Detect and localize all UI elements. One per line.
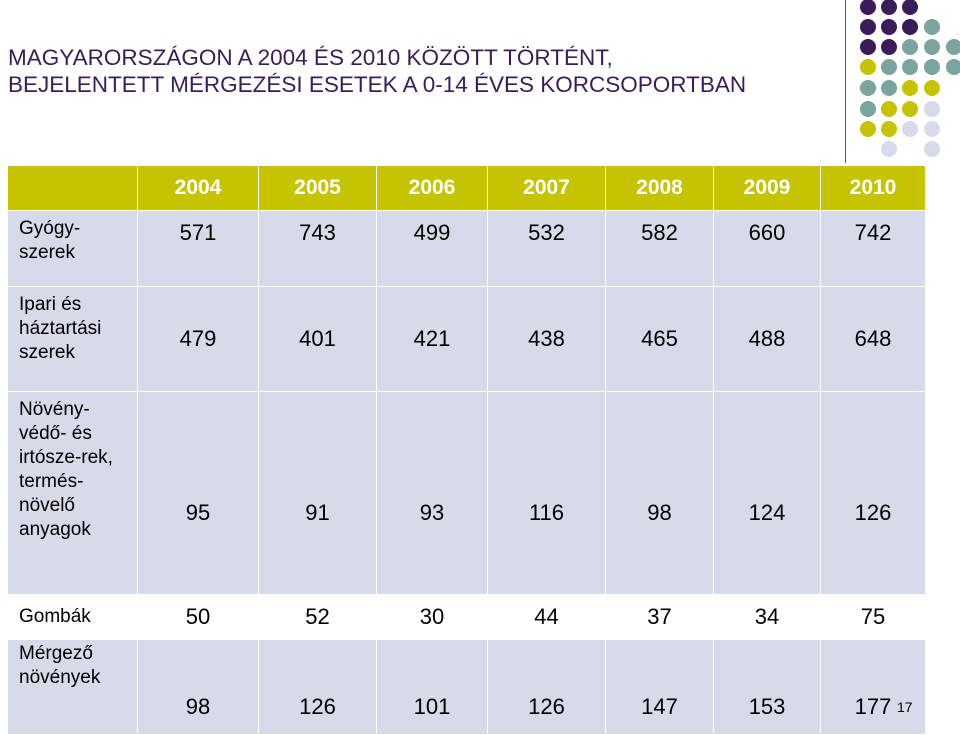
table-row: Mérgező növények 98 126 101 126 147 153 1…: [8, 640, 926, 735]
decorative-dot: [881, 80, 897, 96]
table-cell: 488: [714, 287, 821, 392]
table-cell: 52: [259, 595, 377, 640]
table-cell: 30: [377, 595, 488, 640]
decorative-dot: [924, 59, 940, 75]
table-cell: 421: [377, 287, 488, 392]
decorative-dot: [946, 59, 960, 75]
table-cell: 34: [714, 595, 821, 640]
header-year: 2005: [259, 166, 377, 211]
decorative-dot: [902, 101, 918, 117]
table-cell: 147: [606, 640, 714, 735]
table-cell: 126: [821, 392, 926, 595]
table-row: Gyógy-szerek 571 743 499 532 582 660 742: [8, 211, 926, 287]
table-cell: 571: [138, 211, 259, 287]
decorative-dot: [881, 121, 897, 137]
table-cell: 742: [821, 211, 926, 287]
header-year: 2008: [606, 166, 714, 211]
decorative-dot: [924, 80, 940, 96]
decorative-dot: [860, 121, 876, 137]
decorative-dot: [902, 19, 918, 35]
header-year: 2006: [377, 166, 488, 211]
table-cell: 37: [606, 595, 714, 640]
row-label: Gyógy-szerek: [8, 211, 138, 287]
header-year: 2004: [138, 166, 259, 211]
decorative-dot: [924, 121, 940, 137]
table-cell: 98: [138, 640, 259, 735]
header-year: 2010: [821, 166, 926, 211]
decorative-dot: [860, 59, 876, 75]
decorative-dot: [860, 101, 876, 117]
table-cell: 124: [714, 392, 821, 595]
decorative-dot: [902, 39, 918, 55]
slide-title-line-1: MAGYARORSZÁGON A 2004 ÉS 2010 KÖZÖTT TÖR…: [8, 45, 613, 70]
page-number: 17: [897, 699, 913, 715]
decorative-dot: [881, 0, 897, 15]
table-header-row: 2004 2005 2006 2007 2008 2009 2010: [8, 166, 926, 211]
slide-title: MAGYARORSZÁGON A 2004 ÉS 2010 KÖZÖTT TÖR…: [8, 44, 828, 98]
decorative-dot: [924, 141, 940, 157]
decorative-dot: [902, 80, 918, 96]
poisoning-cases-table: 2004 2005 2006 2007 2008 2009 2010 Gyógy…: [8, 166, 926, 735]
table-cell: 499: [377, 211, 488, 287]
slide-title-line-2: BEJELENTETT MÉRGEZÉSI ESETEK A 0-14 ÉVES…: [8, 72, 747, 97]
table-row: Növény-védő- és irtósze-rek, termés-növelő…: [8, 392, 926, 595]
table-cell: 582: [606, 211, 714, 287]
table-cell: 93: [377, 392, 488, 595]
decorative-dot: [860, 80, 876, 96]
table-cell: 95: [138, 392, 259, 595]
table-cell: 743: [259, 211, 377, 287]
header-year: 2007: [488, 166, 606, 211]
table-cell: 660: [714, 211, 821, 287]
table-cell: 479: [138, 287, 259, 392]
table-cell: 465: [606, 287, 714, 392]
table-cell: 50: [138, 595, 259, 640]
table-cell: 98: [606, 392, 714, 595]
decorative-dot: [946, 39, 960, 55]
table-cell: 648: [821, 287, 926, 392]
table-cell: 532: [488, 211, 606, 287]
decorative-dot: [902, 0, 918, 15]
row-label: Gombák: [8, 595, 138, 640]
table-row: Gombák 50 52 30 44 37 34 75: [8, 595, 926, 640]
decorative-dot: [881, 141, 897, 157]
decorative-dot: [902, 121, 918, 137]
table-cell: 126: [259, 640, 377, 735]
table-cell: 438: [488, 287, 606, 392]
decorative-vertical-line: [845, 0, 846, 163]
table-row: Ipari és háztartási szerek 479 401 421 438…: [8, 287, 926, 392]
table-cell: 44: [488, 595, 606, 640]
table-cell: 126: [488, 640, 606, 735]
decorative-dot: [860, 39, 876, 55]
decorative-dot: [902, 59, 918, 75]
row-label: Ipari és háztartási szerek: [8, 287, 138, 392]
table-cell: 177: [821, 640, 926, 735]
table-cell: 91: [259, 392, 377, 595]
decorative-dot: [881, 59, 897, 75]
decorative-dot: [860, 0, 876, 15]
table-cell: 101: [377, 640, 488, 735]
header-corner: [8, 166, 138, 211]
decorative-dot: [860, 19, 876, 35]
decorative-dot: [881, 101, 897, 117]
table-cell: 153: [714, 640, 821, 735]
header-year: 2009: [714, 166, 821, 211]
row-label: Növény-védő- és irtósze-rek, termés-növelő…: [8, 392, 138, 595]
table-cell: 116: [488, 392, 606, 595]
decorative-dot: [881, 39, 897, 55]
decorative-dot: [924, 39, 940, 55]
decorative-dot: [924, 19, 940, 35]
row-label: Mérgező növények: [8, 640, 138, 735]
table-cell: 401: [259, 287, 377, 392]
table-cell: 75: [821, 595, 926, 640]
decorative-dot: [924, 101, 940, 117]
decorative-dot: [881, 19, 897, 35]
